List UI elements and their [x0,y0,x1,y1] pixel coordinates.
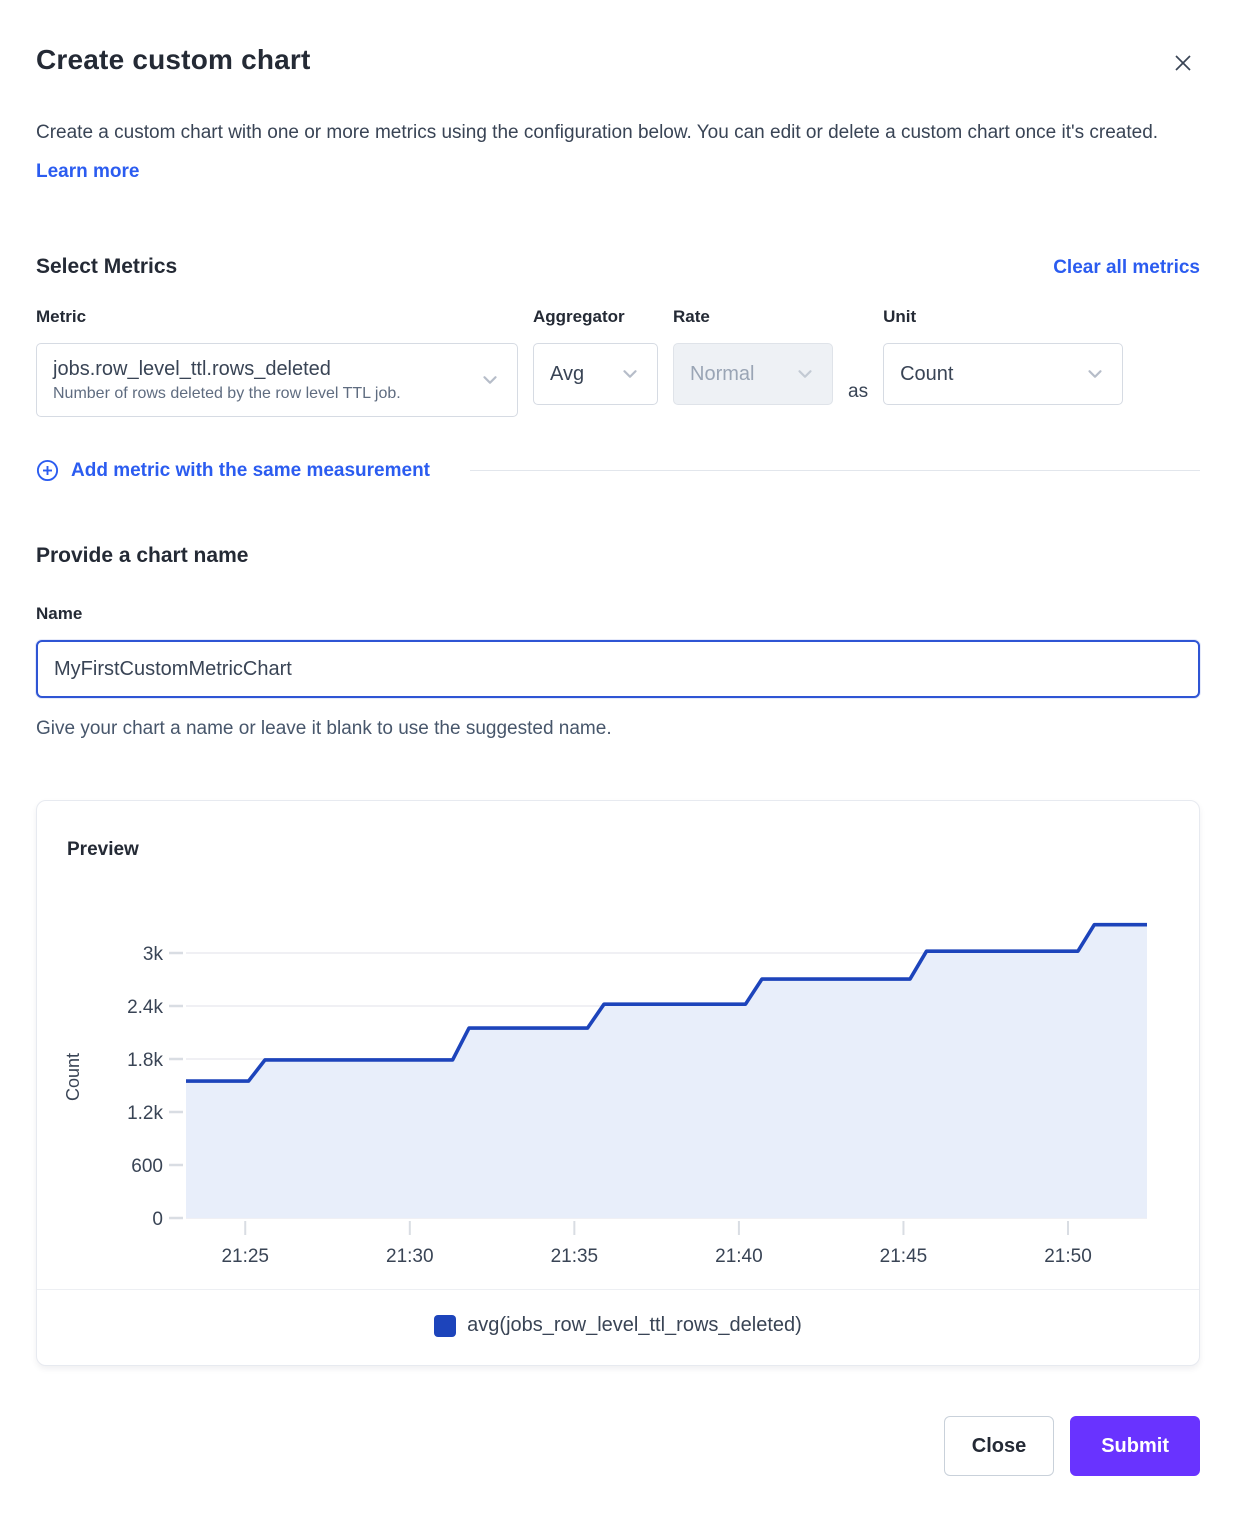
divider [470,470,1200,471]
series-area [186,924,1147,1218]
chevron-down-icon [623,370,637,378]
aggregator-select[interactable]: Avg [533,343,658,405]
metric-row: Metric jobs.row_level_ttl.rows_deleted N… [36,307,1200,417]
as-label: as [848,381,869,402]
x-tick-label: 21:35 [551,1246,599,1267]
add-metric-row: Add metric with the same measurement [36,459,1200,482]
add-metric-button[interactable]: Add metric with the same measurement [36,459,430,482]
chevron-down-icon [483,376,497,384]
unit-select[interactable]: Count [883,343,1124,405]
x-tick-label: 21:40 [715,1246,763,1267]
unit-label: Unit [883,307,917,326]
modal-header: Create custom chart [36,0,1200,83]
close-icon-glyph [1175,55,1191,71]
aggregator-select-value: Avg [550,362,585,385]
chevron-down-icon [798,370,812,378]
y-tick-label: 3k [143,944,164,965]
unit-column: Unit Count [883,307,1124,405]
y-tick-label: 1.2k [127,1103,163,1124]
metric-column: Metric jobs.row_level_ttl.rows_deleted N… [36,307,518,417]
metric-label: Metric [36,307,87,326]
modal-footer: Close Submit [36,1416,1200,1476]
y-axis-label: Count [63,1053,83,1101]
y-tick-label: 600 [131,1156,163,1177]
select-metrics-heading: Select Metrics [36,255,178,278]
x-tick-label: 21:45 [880,1246,928,1267]
preview-card: Preview 0 600 1.2k 1.8k 2.4k 3k 21:25 21:30 21:3… [36,800,1200,1366]
submit-button[interactable]: Submit [1070,1416,1200,1476]
rate-label: Rate [673,307,710,326]
name-label: Name [36,604,83,623]
metric-select[interactable]: jobs.row_level_ttl.rows_deleted Number o… [36,343,518,417]
clear-all-metrics-link[interactable]: Clear all metrics [1053,257,1200,278]
preview-chart-svg: 0 600 1.2k 1.8k 2.4k 3k 21:25 21:30 21:35 21:40 21… [63,922,1147,1267]
chart-name-heading: Provide a chart name [36,544,249,567]
page-title: Create custom chart [36,44,311,75]
select-metrics-header: Select Metrics Clear all metrics [36,255,1200,279]
preview-chart: 0 600 1.2k 1.8k 2.4k 3k 21:25 21:30 21:35 21:40 21… [37,873,1199,1273]
close-icon[interactable] [1166,46,1200,83]
modal-description-text: Create a custom chart with one or more m… [36,122,1159,143]
plus-circle-icon [36,459,59,482]
metric-select-texts: jobs.row_level_ttl.rows_deleted Number o… [53,354,401,407]
aggregator-column: Aggregator Avg [533,307,658,405]
series-line [186,922,1147,1083]
name-helper-text: Give your chart a name or leave it blank… [36,718,612,739]
chart-legend: avg(jobs_row_level_ttl_rows_deleted) [37,1289,1199,1365]
unit-select-value: Count [900,362,954,385]
y-tick-label: 2.4k [127,997,163,1018]
metric-select-value: jobs.row_level_ttl.rows_deleted [53,357,331,380]
x-tick-label: 21:25 [221,1246,269,1267]
x-tick-label: 21:50 [1044,1246,1092,1267]
preview-heading: Preview [67,839,139,860]
y-tick-label: 0 [152,1209,163,1230]
add-metric-label: Add metric with the same measurement [71,459,430,481]
legend-label: avg(jobs_row_level_ttl_rows_deleted) [467,1314,802,1336]
chevron-down-icon [1088,370,1102,378]
metric-select-description: Number of rows deleted by the row level … [53,384,401,402]
y-tick-label: 1.8k [127,1050,163,1071]
rate-select[interactable]: Normal [673,343,833,405]
close-button[interactable]: Close [943,1416,1055,1476]
x-tick-label: 21:30 [386,1246,434,1267]
aggregator-label: Aggregator [533,307,625,326]
rate-column: Rate Normal [673,307,833,405]
learn-more-link[interactable]: Learn more [36,161,140,182]
rate-select-value: Normal [690,362,755,385]
chart-name-input[interactable] [36,640,1200,698]
modal-description: Create a custom chart with one or more m… [36,113,1196,191]
legend-swatch [434,1314,457,1337]
